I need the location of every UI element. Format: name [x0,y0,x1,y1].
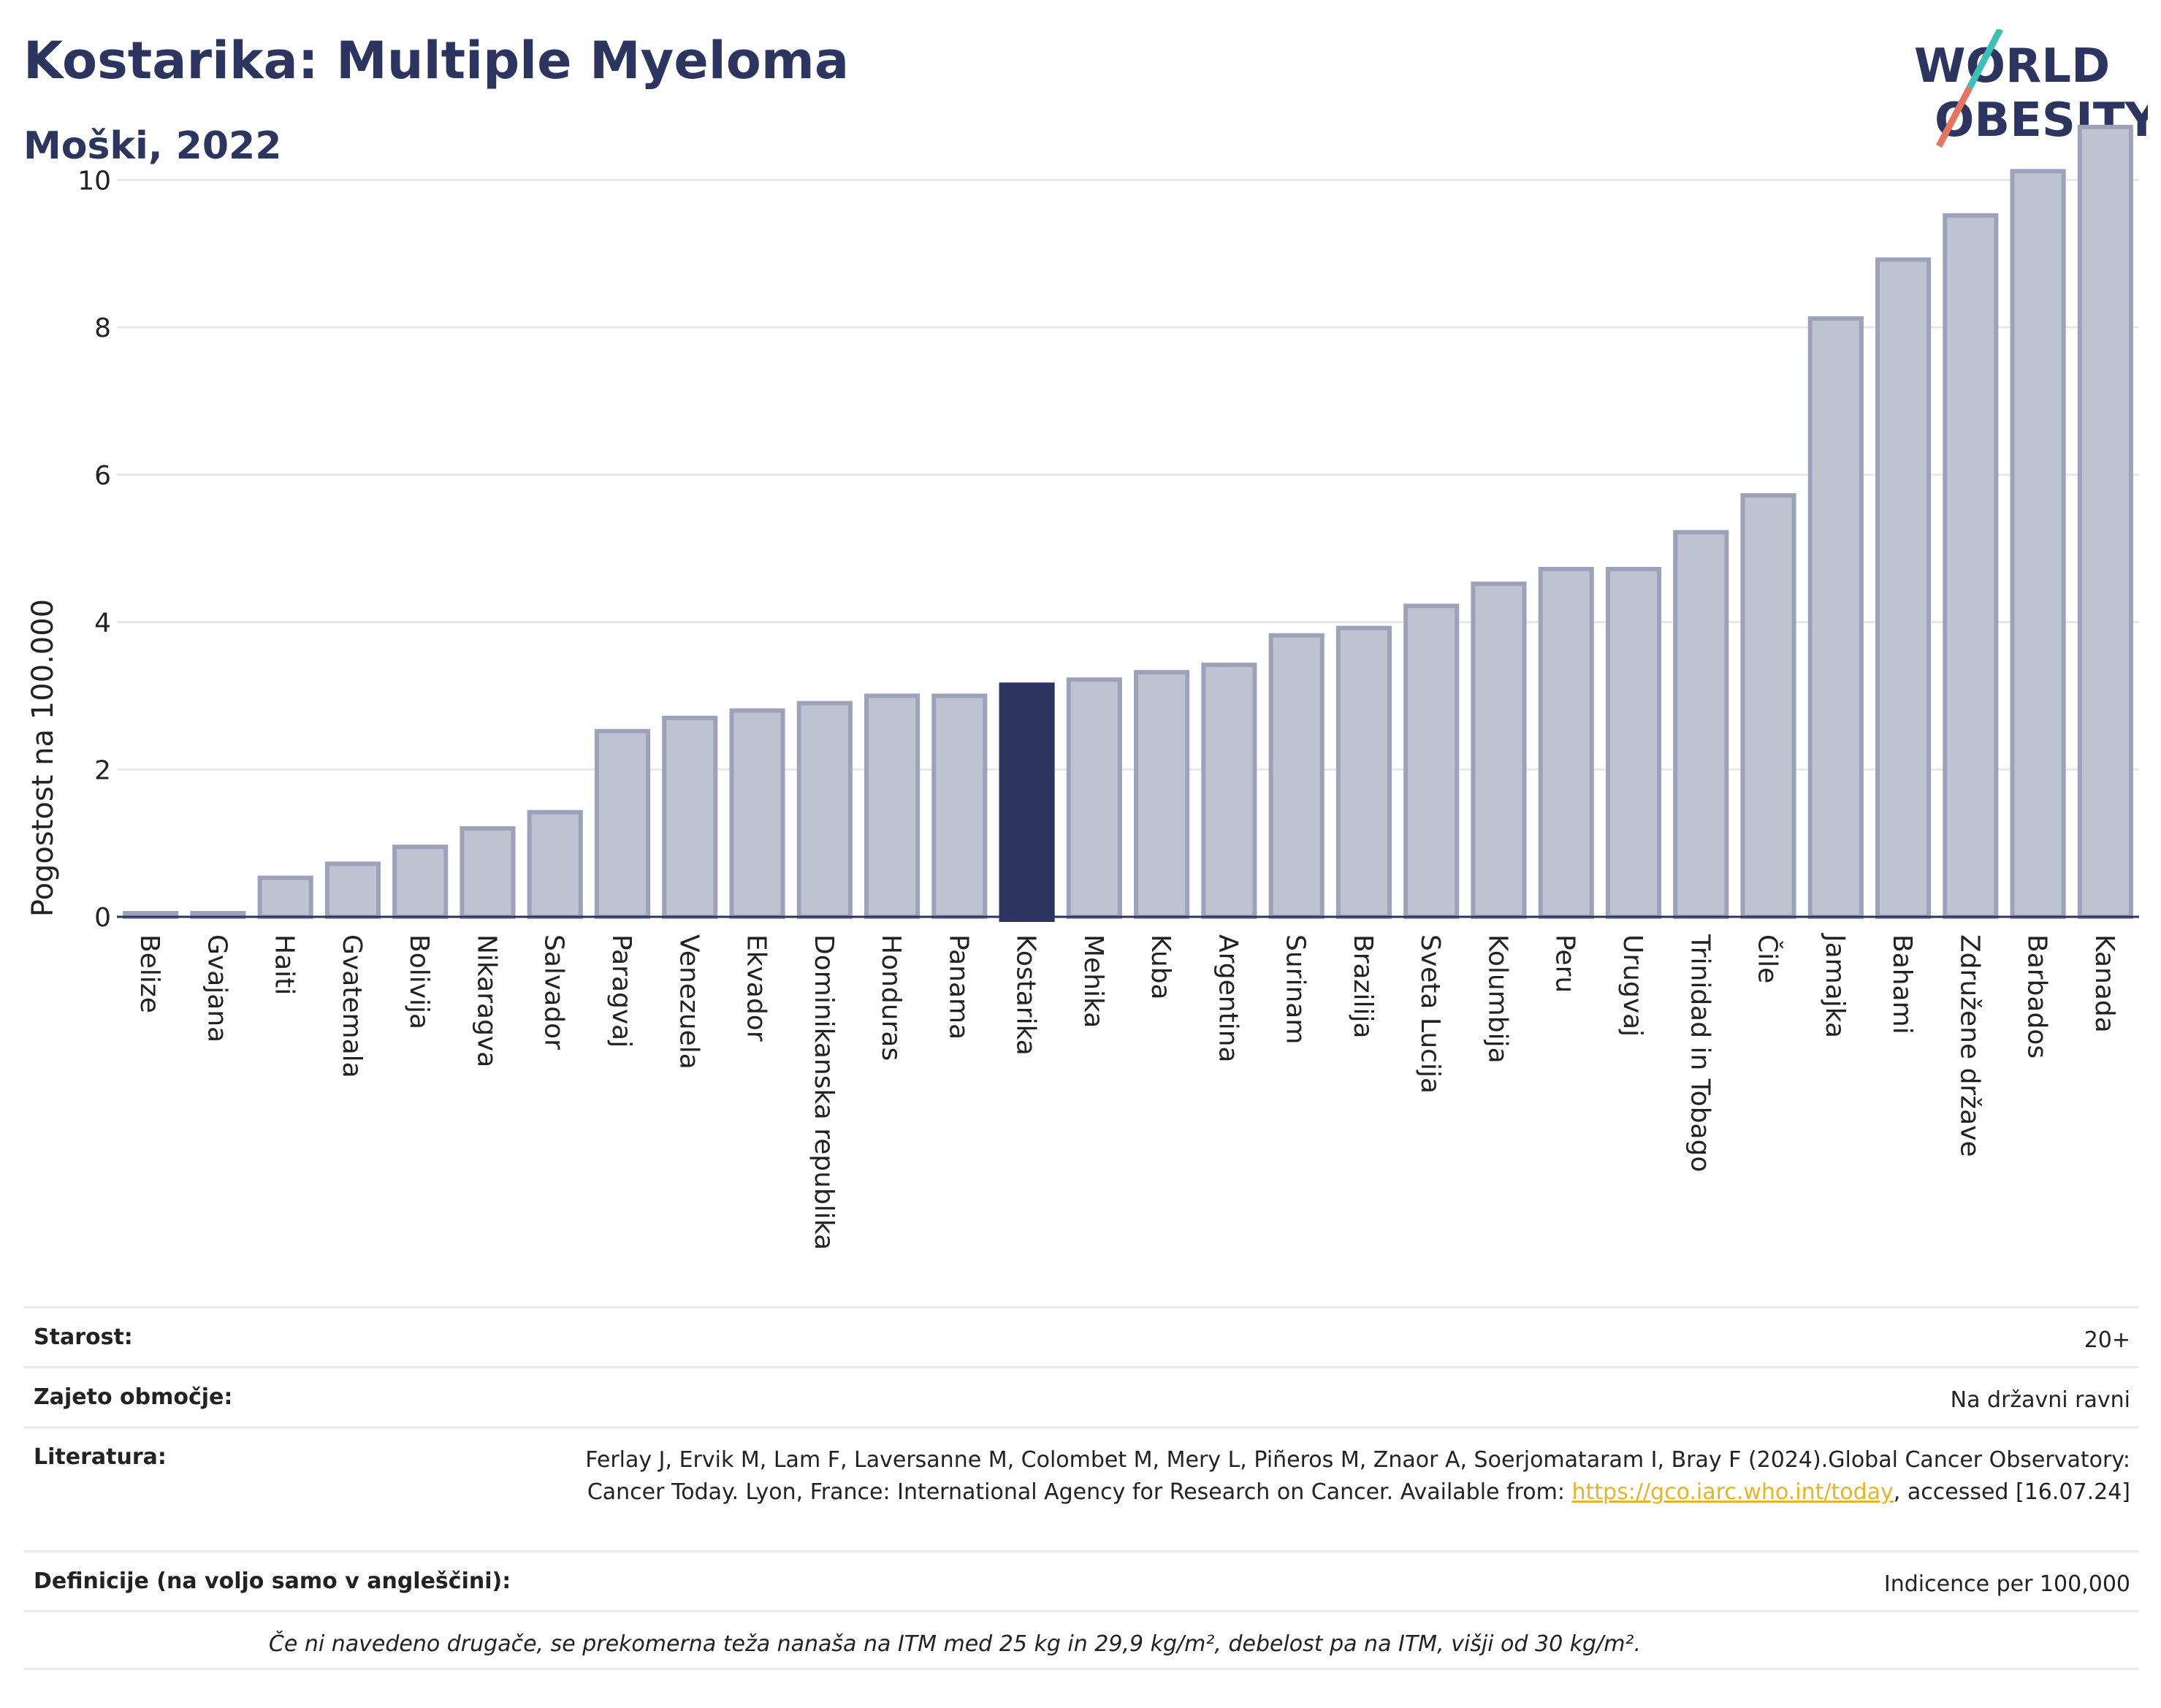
bar-honduras [864,693,921,920]
x-axis-labels: Belize Gvajana Haiti Gvatemala Bolivija Nikar… [134,933,2119,1250]
literature-text: Ferlay J, Ervik M, Lam F, Laversanne M, … [585,1447,2130,1505]
bar-gvatemala [324,861,381,919]
x-tick-label: Gvajana [202,934,232,1042]
y-tick-label: 0 [94,903,111,933]
x-tick-label: Ekvador [742,934,771,1042]
chart-gridlines [117,178,2139,771]
footnote: Če ni navedeno drugače, se prekomerna te… [268,1631,1641,1657]
x-tick-label: Nikaragva [471,934,501,1067]
x-tick-label: Argentina [1213,934,1243,1063]
area-label: Zajeto območje: [34,1384,233,1410]
bar-združene-države [1943,213,1999,919]
age-label: Starost: [34,1324,133,1350]
x-tick-label: Belize [134,934,164,1013]
bar-bolivija [392,845,449,919]
bar-dominikanska-republika [796,701,853,919]
x-tick-label: Honduras [876,934,906,1061]
bar-kanada [2077,124,2133,920]
y-tick-label: 10 [77,166,111,196]
x-tick-label: Venezuela [674,934,704,1070]
bar-panama [931,693,988,920]
y-axis-label: Pogostost na 100.000 [26,599,60,917]
bar-kolumbija [1471,582,1527,920]
x-tick-label: Urugvaj [1617,934,1647,1037]
logo-line-1: WORLD [1914,39,2110,94]
metadata-table: Starost: 20+ Zajeto območje: Na državni … [23,1306,2139,1670]
bar-trinidad-in-tobago [1673,530,1729,919]
chart-bars [123,124,2133,922]
age-value: 20+ [2084,1327,2130,1353]
bar-čile [1740,493,1796,919]
y-tick-label: 8 [94,313,111,343]
bar-kostarika [999,682,1055,922]
bar-chart: 0 2 4 6 8 10 Belize Gvajana Haiti Gvatemala Boliv… [26,124,2139,1250]
x-tick-label: Brazilija [1348,934,1378,1039]
bar-haiti [257,875,313,919]
x-tick-label: Peru [1550,934,1580,993]
x-tick-label: Čile [1753,934,1783,983]
x-tick-label: Panama [943,934,973,1040]
bar-mehika [1066,677,1122,919]
bar-surinam [1268,633,1325,919]
page-title: Kostarika: Multiple Myeloma [23,31,850,91]
bar-brazilija [1335,625,1392,919]
y-axis-ticks: 0 2 4 6 8 10 [77,166,111,933]
x-tick-label: Mehika [1078,934,1108,1028]
y-tick-label: 6 [94,461,111,491]
area-value: Na državni ravni [1950,1387,2130,1413]
literature-accessed: , accessed [16.07.24] [1893,1479,2130,1505]
x-tick-label: Paragvaj [606,934,636,1048]
x-tick-label: Kuba [1146,934,1175,1000]
x-tick-label: Surinam [1281,934,1311,1044]
bar-kuba [1134,670,1190,919]
bar-argentina [1201,663,1257,919]
x-tick-label: Salvador [539,934,569,1050]
logo-slash-coral [1936,85,1973,148]
x-tick-label: Trinidad in Tobago [1685,934,1715,1172]
y-tick-label: 2 [94,755,111,785]
meta-row-age: Starost: 20+ [23,1306,2139,1366]
bar-bahami [1875,257,1932,919]
meta-row-definitions: Definicije (na voljo samo v angleščini):… [23,1550,2139,1610]
definitions-label: Definicije (na voljo samo v angleščini): [34,1568,511,1594]
bar-peru [1538,566,1594,919]
literature-link[interactable]: https://gco.iarc.who.int/today [1571,1479,1894,1505]
meta-row-literature: Literatura: Ferlay J, Ervik M, Lam F, La… [23,1426,2139,1550]
bar-sveta-lucija [1403,603,1460,920]
literature-value: Ferlay J, Ervik M, Lam F, Laversanne M, … [523,1444,2130,1509]
x-tick-label: Bolivija [404,934,434,1029]
meta-row-area: Zajeto območje: Na državni ravni [23,1366,2139,1426]
definitions-value: Indicence per 100,000 [1883,1571,2130,1597]
x-tick-label: Bahami [1887,934,1917,1034]
page-subtitle: Moški, 2022 [23,124,282,168]
x-tick-label: Dominikanska republika [809,934,839,1250]
bar-salvador [527,809,583,919]
x-tick-label: Združene države [1954,934,1984,1157]
bar-urugvaj [1605,566,1662,919]
x-tick-label: Jamajka [1820,933,1850,1038]
x-tick-label: Gvatemala [337,934,367,1078]
bar-barbados [2010,169,2066,919]
x-tick-label: Barbados [2022,934,2052,1059]
bar-nikaragva [460,826,516,920]
x-tick-label: Kostarika [1011,934,1041,1056]
x-tick-label: Kolumbija [1482,934,1512,1064]
bar-paragvaj [594,728,651,920]
literature-label: Literatura: [34,1444,167,1470]
y-tick-label: 4 [94,609,111,638]
meta-row-note: Če ni navedeno drugače, se prekomerna te… [23,1610,2139,1670]
bar-jamajka [1807,316,1864,920]
bar-ekvador [729,708,785,919]
x-tick-label: Sveta Lucija [1415,934,1445,1094]
bar-venezuela [662,715,718,920]
logo-slash-teal [1967,29,2003,90]
world-obesity-logo: WORLD OBESITY [1914,29,2148,148]
x-tick-label: Kanada [2089,934,2119,1033]
x-tick-label: Haiti [270,934,300,995]
